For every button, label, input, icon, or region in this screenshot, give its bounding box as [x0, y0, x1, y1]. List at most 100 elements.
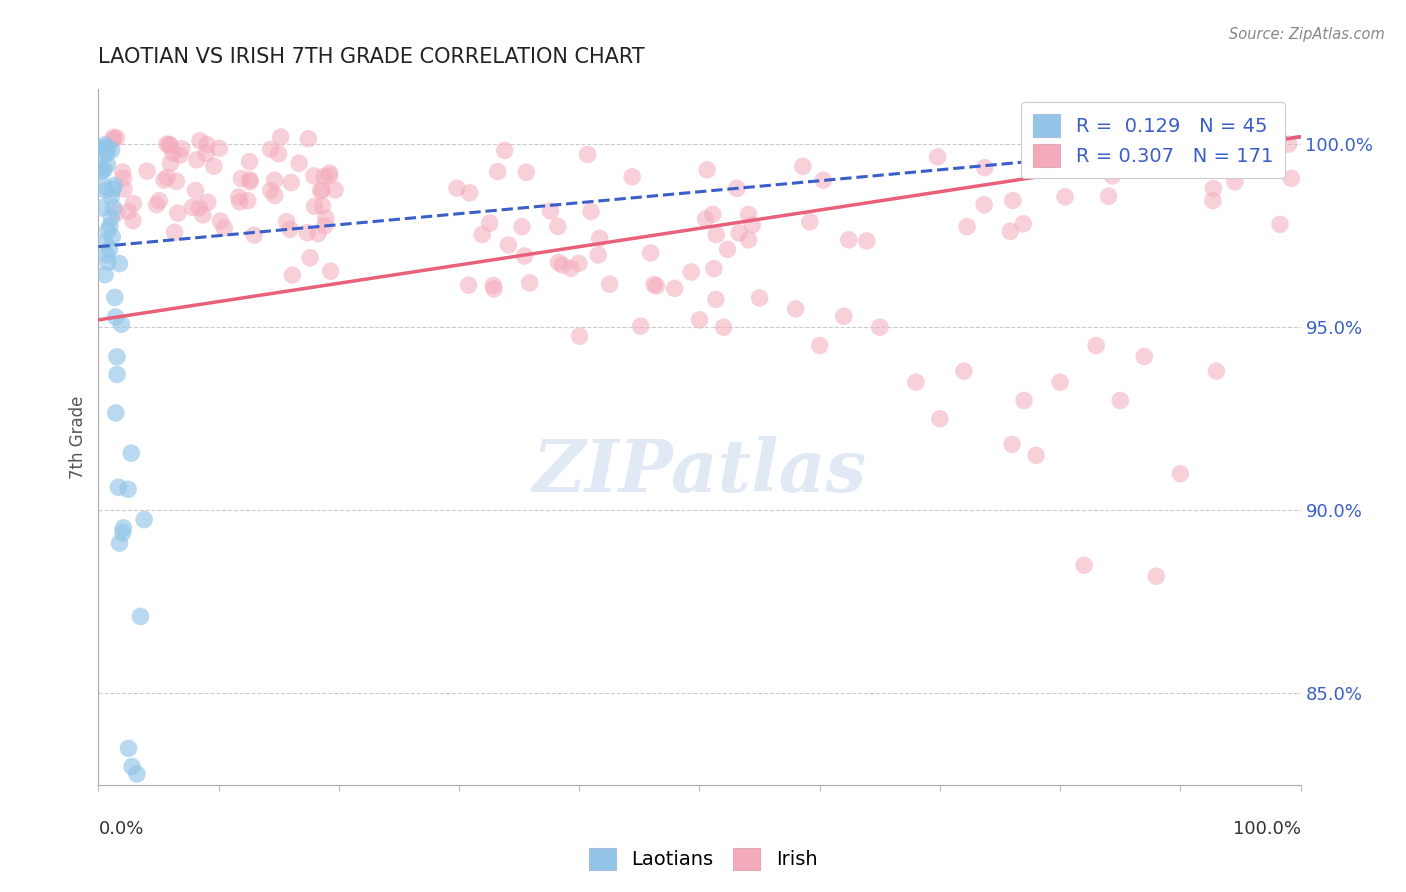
Point	[94, 235, 117, 249]
Point	[111, 165, 134, 179]
Point	[101, 133, 124, 147]
Point	[94, 138, 117, 153]
Point	[311, 199, 333, 213]
Point	[1277, 137, 1299, 152]
Point	[832, 310, 855, 324]
Point	[1268, 217, 1291, 231]
Point	[482, 278, 505, 293]
Point	[319, 264, 342, 278]
Point	[855, 234, 877, 248]
Point	[737, 207, 759, 221]
Point	[156, 170, 179, 185]
Point	[90, 201, 112, 215]
Point	[792, 159, 814, 173]
Point	[100, 211, 122, 225]
Point	[145, 198, 167, 212]
Point	[953, 364, 976, 378]
Point	[304, 199, 326, 213]
Point	[315, 211, 337, 226]
Point	[494, 144, 516, 158]
Point	[208, 141, 231, 155]
Point	[90, 162, 112, 177]
Point	[1144, 569, 1167, 583]
Point	[1133, 350, 1156, 364]
Point	[132, 513, 155, 527]
Point	[181, 200, 204, 214]
Point	[209, 214, 232, 228]
Point	[869, 320, 891, 334]
Point	[1202, 181, 1225, 195]
Point	[576, 147, 599, 161]
Point	[681, 265, 703, 279]
Point	[973, 198, 995, 212]
Point	[599, 277, 621, 292]
Point	[299, 251, 322, 265]
Text: ZIPatlas: ZIPatlas	[533, 436, 866, 508]
Point	[956, 219, 979, 234]
Point	[159, 137, 181, 152]
Point	[1085, 338, 1108, 352]
Point	[540, 204, 562, 219]
Point	[741, 218, 763, 232]
Point	[170, 142, 193, 156]
Point	[799, 215, 821, 229]
Point	[307, 227, 329, 241]
Point	[117, 204, 139, 219]
Text: 100.0%: 100.0%	[1233, 820, 1301, 838]
Point	[1000, 224, 1022, 238]
Point	[498, 238, 520, 252]
Point	[458, 186, 481, 200]
Point	[309, 184, 332, 198]
Point	[103, 201, 125, 215]
Point	[1170, 467, 1192, 481]
Point	[162, 145, 184, 160]
Point	[312, 169, 335, 184]
Point	[188, 201, 211, 215]
Point	[696, 162, 718, 177]
Point	[510, 219, 533, 234]
Point	[186, 153, 208, 167]
Point	[519, 276, 541, 290]
Point	[1049, 375, 1071, 389]
Point	[643, 277, 665, 292]
Point	[239, 175, 262, 189]
Point	[1001, 194, 1024, 208]
Point	[702, 207, 724, 221]
Point	[1101, 169, 1123, 183]
Point	[122, 196, 145, 211]
Point	[588, 231, 610, 245]
Point	[89, 141, 111, 155]
Point	[96, 145, 118, 159]
Point	[1253, 137, 1275, 152]
Point	[98, 219, 121, 233]
Point	[97, 255, 120, 269]
Point	[928, 411, 950, 425]
Point	[288, 156, 311, 170]
Point	[1205, 364, 1227, 378]
Point	[125, 767, 148, 781]
Y-axis label: 7th Grade: 7th Grade	[69, 395, 87, 479]
Point	[281, 268, 304, 282]
Point	[101, 229, 124, 244]
Point	[243, 228, 266, 243]
Point	[267, 146, 290, 161]
Legend: R =  0.129   N = 45, R = 0.307   N = 171: R = 0.129 N = 45, R = 0.307 N = 171	[1021, 103, 1285, 178]
Point	[1025, 449, 1047, 463]
Point	[94, 147, 117, 161]
Point	[471, 227, 494, 242]
Point	[169, 148, 191, 162]
Point	[263, 188, 285, 202]
Text: Source: ZipAtlas.com: Source: ZipAtlas.com	[1229, 27, 1385, 42]
Point	[704, 227, 727, 242]
Point	[713, 320, 735, 334]
Point	[98, 243, 121, 257]
Point	[547, 219, 569, 234]
Text: 0.0%: 0.0%	[98, 820, 143, 838]
Point	[457, 278, 479, 293]
Point	[153, 173, 176, 187]
Point	[97, 141, 120, 155]
Point	[278, 222, 301, 236]
Point	[1109, 393, 1132, 408]
Point	[1125, 119, 1147, 133]
Point	[165, 174, 187, 188]
